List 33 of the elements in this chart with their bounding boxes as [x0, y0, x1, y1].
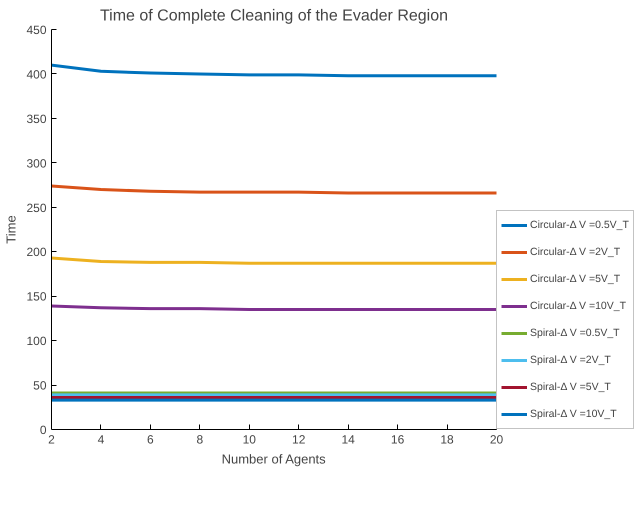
legend-label: Circular-Δ V =0.5V_T	[530, 219, 629, 231]
legend-label: Spiral-Δ V =10V_T	[530, 408, 617, 420]
y-tick-label: 250	[26, 200, 47, 215]
x-tick-label: 8	[196, 432, 204, 446]
x-tick-label: 6	[147, 432, 154, 446]
line-series	[52, 64, 496, 78]
line-series	[52, 184, 496, 195]
legend-label: Circular-Δ V =10V_T	[530, 300, 626, 312]
legend-label: Spiral-Δ V =5V_T	[530, 381, 611, 393]
x-tick-label: 18	[440, 432, 454, 446]
y-axis-title: Time	[3, 215, 18, 244]
legend-label: Circular-Δ V =5V_T	[530, 273, 620, 285]
x-tick-label: 14	[341, 432, 356, 446]
y-tick-label: 100	[26, 334, 47, 348]
legend-label: Circular-Δ V =2V_T	[530, 246, 620, 258]
x-tick-label: 4	[98, 432, 105, 446]
y-tick-label: 400	[26, 67, 47, 82]
y-tick-label: 450	[26, 23, 47, 37]
y-tick-label: 350	[26, 112, 47, 126]
y-tick-label: 200	[26, 245, 47, 260]
x-tick-label: 12	[292, 432, 306, 446]
x-tick-label: 2	[48, 432, 56, 446]
x-tick-label: 20	[490, 432, 504, 446]
legend-label: Spiral-Δ V =0.5V_T	[530, 327, 620, 339]
x-tick-label: 16	[390, 432, 405, 446]
legend-label: Spiral-Δ V =2V_T	[530, 354, 611, 366]
y-tick-label: 0	[40, 423, 47, 437]
x-axis-title: Number of Agents	[222, 452, 326, 466]
y-tick-label: 150	[26, 290, 47, 304]
y-tick-label: 300	[26, 156, 47, 170]
y-tick-label: 50	[33, 378, 47, 393]
x-tick-label: 10	[242, 432, 256, 446]
chart-title: Time of Complete Cleaning of the Evader Region	[100, 8, 448, 24]
